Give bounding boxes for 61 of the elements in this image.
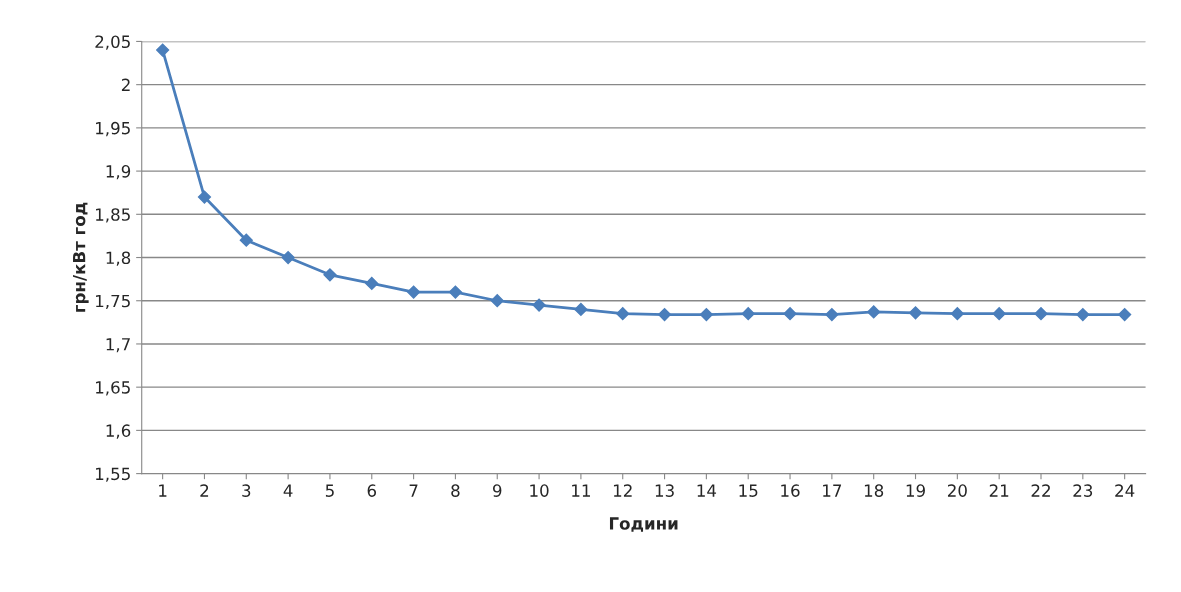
x-tick-label: 16	[781, 484, 800, 497]
y-axis-title: грн/кВт год	[73, 202, 89, 312]
point	[1034, 307, 1048, 321]
y-tick-label: 2	[121, 78, 130, 91]
x-tick-label: 9	[493, 484, 502, 497]
x-tick-label: 21	[989, 484, 1009, 497]
point	[365, 276, 379, 291]
x-tick-label: 23	[1073, 484, 1093, 497]
point	[699, 307, 713, 322]
point	[323, 268, 337, 282]
point	[197, 190, 212, 204]
x-tick-label: 15	[739, 484, 758, 497]
x-tick-label: 3	[242, 484, 251, 497]
y-tick-label: 1,9	[106, 165, 131, 180]
x-tick-label: 2	[200, 484, 209, 497]
point	[657, 307, 672, 322]
x-axis-title: Години	[609, 517, 678, 532]
point	[1076, 307, 1090, 322]
x-tick-label: 8	[451, 484, 460, 497]
y-tick-label: 1,55	[96, 467, 130, 482]
y-tick-label: 1,7	[106, 338, 130, 353]
y-tick-label: 1,6	[106, 424, 131, 439]
point	[741, 307, 755, 321]
point	[574, 302, 588, 316]
x-tick-label: 19	[906, 484, 925, 497]
x-tick-label: 20	[947, 484, 967, 497]
point	[490, 294, 504, 308]
x-tick-label: 10	[530, 484, 549, 497]
point	[867, 305, 881, 319]
x-tick-label: 1	[159, 484, 167, 497]
x-tick-label: 4	[283, 484, 293, 497]
y-tick-label: 1,8	[106, 251, 131, 266]
y-tick-label: 1,95	[96, 121, 130, 137]
point	[616, 307, 630, 321]
x-tick-label: 7	[409, 484, 418, 497]
point	[532, 298, 546, 312]
x-tick-label: 17	[823, 484, 842, 497]
point	[992, 307, 1006, 321]
x-tick-label: 13	[655, 484, 674, 497]
point	[239, 233, 253, 247]
point	[783, 307, 797, 321]
y-tick-label: 1,75	[96, 294, 130, 310]
y-tick-label: 2,05	[95, 35, 130, 50]
x-tick-label: 5	[325, 484, 334, 497]
point	[448, 285, 463, 299]
x-tick-label: 11	[572, 484, 590, 497]
point	[1118, 307, 1132, 322]
point	[950, 307, 964, 321]
y-tick-label: 1,65	[96, 381, 130, 396]
point	[281, 250, 295, 265]
point	[407, 285, 421, 299]
x-tick-label: 12	[613, 484, 632, 497]
point	[156, 43, 170, 57]
x-tick-label: 14	[697, 484, 717, 497]
x-tick-label: 22	[1031, 484, 1050, 497]
point	[908, 306, 923, 320]
x-tick-label: 24	[1115, 484, 1135, 497]
x-tick-label: 18	[864, 484, 884, 497]
point	[825, 307, 839, 322]
x-tick-label: 6	[367, 484, 377, 497]
y-tick-label: 1,85	[96, 208, 130, 223]
